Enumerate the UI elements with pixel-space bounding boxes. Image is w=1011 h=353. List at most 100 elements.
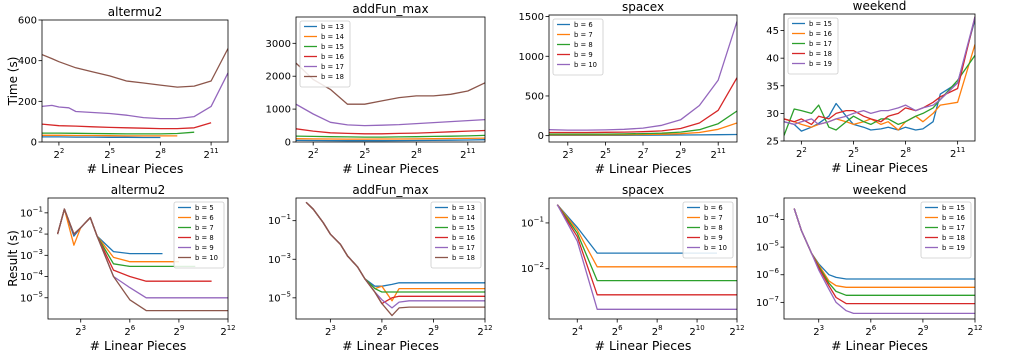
x-tick-label: 24: [572, 324, 583, 338]
series-line: [56, 208, 228, 312]
y-tick-label: 600: [18, 16, 37, 27]
legend: b = 6 b = 7 b = 8 b = 9 b = 10: [552, 18, 604, 76]
legend-label: b = 10: [574, 61, 597, 69]
legend: b = 15 b = 16 b = 17 b = 18 b = 19: [920, 201, 972, 259]
x-tick-label: 27: [638, 147, 649, 161]
y-tick-label: 1000: [266, 105, 291, 116]
y-tick-label: 10−1: [521, 215, 544, 229]
x-tick-label: 211: [711, 147, 726, 161]
x-tick-label: 29: [675, 147, 686, 161]
legend-label: b = 15: [452, 224, 475, 232]
chart-title: altermu2: [111, 183, 165, 197]
plot-frame: [783, 13, 976, 142]
chart-panel: 22 25 28 211 0 1000 2000 3000 addFun_max # Linear…: [266, 2, 486, 176]
series-line: [549, 110, 737, 135]
series-line: [549, 77, 737, 134]
series-group: [56, 208, 228, 312]
x-tick-label: 22: [796, 146, 807, 160]
series-group: [793, 208, 975, 315]
legend-label: b = 17: [809, 40, 832, 48]
plot-frame: [47, 197, 229, 320]
legend-label: b = 16: [452, 234, 475, 242]
chart-title: addFun_max: [352, 183, 428, 197]
y-tick-label: 10−5: [756, 240, 779, 254]
series-line: [42, 134, 178, 137]
x-axis-label: # Linear Pieces: [595, 161, 692, 176]
series-line: [784, 16, 975, 126]
legend-label: b = 10: [704, 244, 727, 252]
legend-label: b = 19: [809, 60, 832, 68]
y-tick-label: 2000: [266, 72, 291, 83]
y-tick-label: 10−4: [20, 269, 44, 283]
chart-panel: 24 26 28 210 212 10−2 10−1 spacex # Linear Piece…: [521, 183, 745, 353]
series-group: [784, 16, 975, 136]
x-tick-label: 26: [376, 324, 387, 338]
x-tick-label: 25: [359, 147, 370, 161]
x-tick-label: 212: [477, 324, 492, 338]
series-line: [549, 122, 737, 136]
y-tick-label: 10−4: [756, 212, 780, 226]
x-axis-label: # Linear Pieces: [831, 338, 928, 353]
y-axis-label: Result (s): [6, 230, 20, 287]
y-tick-label: 10−5: [268, 290, 291, 304]
legend-label: b = 19: [942, 244, 965, 252]
y-axis-label: Time (s): [6, 57, 20, 107]
series-line: [296, 134, 485, 138]
series-group: [296, 62, 485, 142]
y-tick-label: 1000: [519, 52, 544, 63]
y-tick-label: 500: [525, 91, 544, 102]
chart-panel: 23 26 29 212 10−7 10−6 10−5 10−4 weekend # Linear…: [756, 183, 983, 353]
y-tick-label: 10−6: [756, 267, 780, 281]
x-tick-label: 28: [411, 147, 422, 161]
y-tick-label: 10−5: [20, 290, 43, 304]
legend-label: b = 15: [809, 20, 832, 28]
legend-frame: [682, 201, 734, 259]
legend-label: b = 8: [574, 41, 593, 49]
x-tick-label: 211: [950, 146, 965, 160]
series-line: [549, 21, 737, 131]
legend-label: b = 18: [452, 254, 475, 262]
y-tick-label: 10−3: [268, 252, 291, 266]
chart-panel: 22 25 28 211 0 200 400 600 altermu2 # Linear Piec…: [6, 5, 229, 176]
x-tick-label: 28: [155, 147, 166, 161]
legend-frame: [552, 18, 604, 76]
chart-panel: 23 26 29 212 10−5 10−4 10−3 10−2 10−1 altermu2 # L…: [6, 183, 236, 353]
series-line: [296, 62, 485, 105]
legend-label: b = 9: [574, 51, 593, 59]
x-tick-label: 211: [460, 147, 475, 161]
legend-label: b = 18: [942, 234, 965, 242]
x-tick-label: 28: [652, 324, 663, 338]
plot-frame: [295, 16, 486, 143]
legend-label: b = 13: [452, 204, 475, 212]
x-tick-label: 29: [173, 324, 184, 338]
series-line: [42, 48, 228, 88]
y-tick-label: 25: [766, 137, 779, 148]
x-tick-label: 23: [813, 324, 824, 338]
legend: b = 13 b = 14 b = 15 b = 16 b = 17 b = 18: [299, 20, 351, 88]
y-tick-label: 0: [538, 131, 544, 142]
x-tick-label: 26: [124, 324, 135, 338]
x-tick-label: 212: [729, 324, 744, 338]
y-tick-label: 30: [766, 109, 779, 120]
legend-label: b = 8: [195, 234, 214, 242]
chart-title: weekend: [853, 0, 907, 13]
y-tick-label: 0: [285, 138, 291, 149]
x-tick-label: 23: [562, 147, 573, 161]
x-axis-label: # Linear Pieces: [831, 160, 928, 175]
legend-frame: [173, 201, 225, 269]
series-line: [784, 16, 975, 126]
x-tick-label: 26: [865, 324, 876, 338]
series-line: [784, 55, 975, 136]
legend-label: b = 17: [942, 224, 965, 232]
y-tick-label: 200: [18, 97, 37, 108]
x-tick-label: 212: [220, 324, 235, 338]
x-tick-label: 23: [325, 324, 336, 338]
chart-title: altermu2: [108, 5, 162, 19]
series-group: [549, 21, 737, 136]
plot-frame: [783, 197, 976, 320]
y-tick-label: 400: [18, 56, 37, 67]
chart-panel: 23 25 27 29 211 0 500 1000 1500 spacex # Linear Pi…: [519, 0, 738, 176]
x-tick-label: 212: [967, 324, 982, 338]
series-group: [305, 201, 485, 317]
series-line: [296, 139, 485, 142]
